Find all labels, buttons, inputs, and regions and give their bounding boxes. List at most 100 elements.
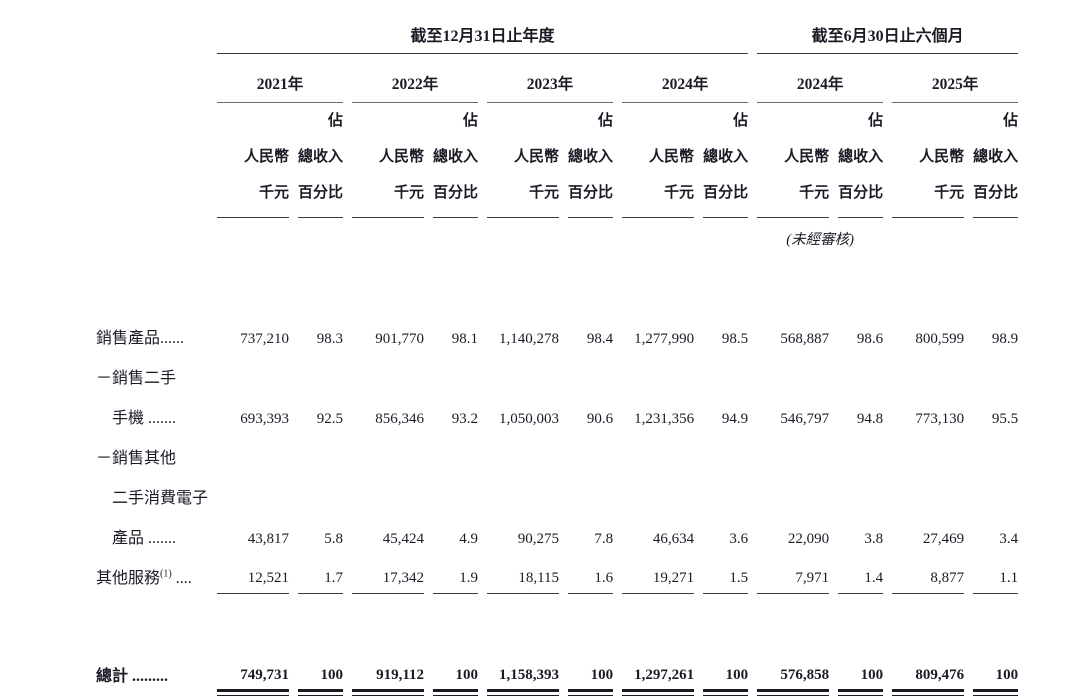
data-cell: 92.5 [316, 411, 344, 427]
subheader-row: 人民幣 千元 佔 總收入 百分比 人民幣 千元 佔 總收入 百分比 人民幣 千元 [96, 103, 1019, 218]
data-cell: 98.1 [451, 331, 479, 347]
year-header-row: 2021年 2022年 2023年 2024年 2024年 2025年 [96, 54, 1019, 103]
total-cell: 1,297,261 [622, 648, 695, 696]
data-cell: 1,050,003 [499, 411, 560, 427]
year-header: 2023年 [487, 54, 614, 103]
data-cell: 568,887 [780, 331, 830, 347]
data-cell: 7,971 [757, 554, 830, 594]
data-cell: 546,797 [780, 411, 830, 427]
empty-cell [892, 218, 1018, 260]
data-cell: 901,770 [375, 331, 425, 347]
total-cell: 749,731 [217, 648, 290, 696]
col-header-pct: 佔 總收入 百分比 [298, 103, 344, 218]
col-header-rmb: 人民幣 千元 [487, 103, 560, 218]
data-cell: 95.5 [991, 411, 1019, 427]
col-header-pct: 佔 總收入 百分比 [433, 103, 479, 218]
row-label: －銷售二手 [96, 370, 177, 387]
data-cell: 1,231,356 [634, 411, 695, 427]
data-cell: 1.5 [703, 554, 749, 594]
col-header-rmb: 人民幣 千元 [757, 103, 830, 218]
data-cell: 7.8 [594, 531, 614, 547]
row-label: 其他服務(1) .... [96, 554, 208, 594]
data-cell: 98.9 [991, 331, 1019, 347]
table-row: －銷售其他 [96, 434, 1018, 474]
col-header-rmb: 人民幣 千元 [352, 103, 425, 218]
total-cell: 809,476 [892, 648, 965, 696]
row-label-text: 其他服務 [96, 570, 161, 587]
col-header-rmb: 人民幣 千元 [892, 103, 965, 218]
year-header: 2024年 [757, 54, 884, 103]
row-label-dots: .... [171, 570, 192, 587]
data-cell: 737,210 [240, 331, 290, 347]
footnote-marker: (1) [160, 568, 172, 580]
total-cell: 100 [703, 648, 749, 696]
period-header-row: 截至12月31日止年度 截至6月30日止六個月 [96, 10, 1019, 54]
data-cell: 46,634 [652, 531, 695, 547]
table-row: 二手消費電子 [96, 474, 1018, 514]
period-header-annual: 截至12月31日止年度 [217, 10, 749, 54]
col-header-rmb: 人民幣 千元 [622, 103, 695, 218]
revenue-breakdown-table: 截至12月31日止年度 截至6月30日止六個月 2021年 2022年 2023… [87, 10, 1027, 696]
data-cell: 98.5 [721, 331, 749, 347]
total-row-label: 總計 ......... [96, 668, 169, 685]
empty-cell [96, 10, 208, 54]
data-cell: 22,090 [787, 531, 830, 547]
table-row: 銷售產品...... 737,210 98.3 901,770 98.1 1,1… [96, 314, 1018, 354]
data-cell: 1.9 [433, 554, 479, 594]
col-header-pct: 佔 總收入 百分比 [838, 103, 884, 218]
empty-cell [217, 474, 1018, 514]
unaudited-row: (未經審核) [96, 218, 1018, 260]
data-cell: 93.2 [451, 411, 479, 427]
data-cell: 3.4 [999, 531, 1019, 547]
data-cell: 1.7 [298, 554, 344, 594]
col-header-pct: 佔 總收入 百分比 [568, 103, 614, 218]
data-cell: 98.4 [586, 331, 614, 347]
data-cell: 856,346 [375, 411, 425, 427]
empty-cell [96, 103, 208, 218]
year-header: 2022年 [352, 54, 479, 103]
data-cell: 693,393 [240, 411, 290, 427]
data-cell: 4.9 [459, 531, 479, 547]
data-cell: 1,140,278 [499, 331, 560, 347]
col-header-pct: 佔 總收入 百分比 [973, 103, 1019, 218]
data-cell: 19,271 [622, 554, 695, 594]
empty-cell [217, 354, 1018, 394]
empty-cell [217, 434, 1018, 474]
spacer-row [96, 260, 1018, 314]
data-cell: 1.6 [568, 554, 614, 594]
data-cell: 18,115 [487, 554, 560, 594]
total-cell: 100 [298, 648, 344, 696]
total-cell: 100 [838, 648, 884, 696]
row-label: 銷售產品...... [96, 330, 185, 347]
empty-cell [217, 218, 748, 260]
table-row: 其他服務(1) .... 12,521 1.7 17,342 1.9 18,11… [96, 554, 1019, 594]
unaudited-note: (未經審核) [786, 232, 854, 248]
data-cell: 27,469 [922, 531, 965, 547]
data-cell: 43,817 [247, 531, 290, 547]
data-cell: 90,275 [517, 531, 560, 547]
data-cell: 98.3 [316, 331, 344, 347]
data-cell: 5.8 [324, 531, 344, 547]
data-cell: 773,130 [915, 411, 965, 427]
data-cell: 1,277,990 [634, 331, 695, 347]
year-header: 2021年 [217, 54, 344, 103]
total-cell: 100 [973, 648, 1019, 696]
total-row: 總計 ......... 749,731 100 919,112 100 1,1… [96, 648, 1019, 696]
year-header: 2025年 [892, 54, 1019, 103]
row-label: 產品 ....... [112, 530, 177, 547]
data-cell: 94.8 [856, 411, 884, 427]
data-cell: 98.6 [856, 331, 884, 347]
year-header: 2024年 [622, 54, 749, 103]
total-cell: 576,858 [757, 648, 830, 696]
total-cell: 100 [568, 648, 614, 696]
data-cell: 1.4 [838, 554, 884, 594]
data-cell: 45,424 [382, 531, 425, 547]
data-cell: 3.6 [729, 531, 749, 547]
data-cell: 94.9 [721, 411, 749, 427]
data-cell: 8,877 [892, 554, 965, 594]
empty-cell [96, 218, 208, 260]
data-cell: 3.8 [864, 531, 884, 547]
row-label: 二手消費電子 [112, 490, 209, 507]
spacer-row [96, 594, 1018, 648]
row-label: －銷售其他 [96, 450, 177, 467]
